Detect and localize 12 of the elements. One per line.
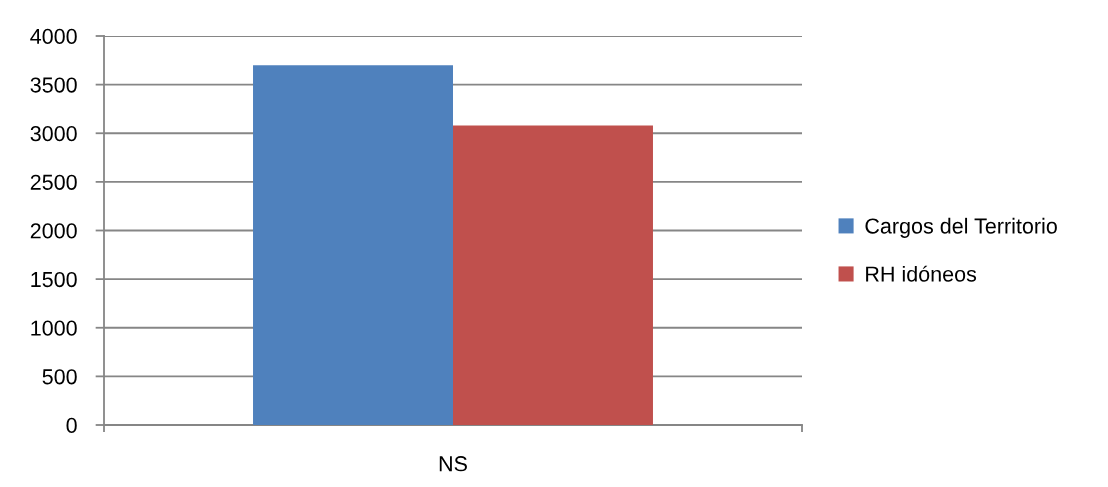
y-tick-label: 3000 bbox=[30, 126, 77, 142]
y-tick-label: 1500 bbox=[31, 271, 77, 288]
y-tick-label: 0 bbox=[66, 417, 77, 434]
y-tick-label: 3500 bbox=[30, 77, 77, 93]
y-tick-label: 500 bbox=[42, 369, 77, 385]
y-tick-label: 2000 bbox=[30, 223, 77, 239]
x-tick-label: NS bbox=[439, 456, 467, 472]
y-tick-label: 1000 bbox=[31, 320, 77, 336]
legend-label: Cargos del Territorio bbox=[865, 217, 1057, 238]
legend-label: RH idóneos bbox=[866, 265, 977, 282]
y-tick-label: 2500 bbox=[30, 174, 77, 190]
y-tick-label: 4000 bbox=[30, 28, 77, 45]
